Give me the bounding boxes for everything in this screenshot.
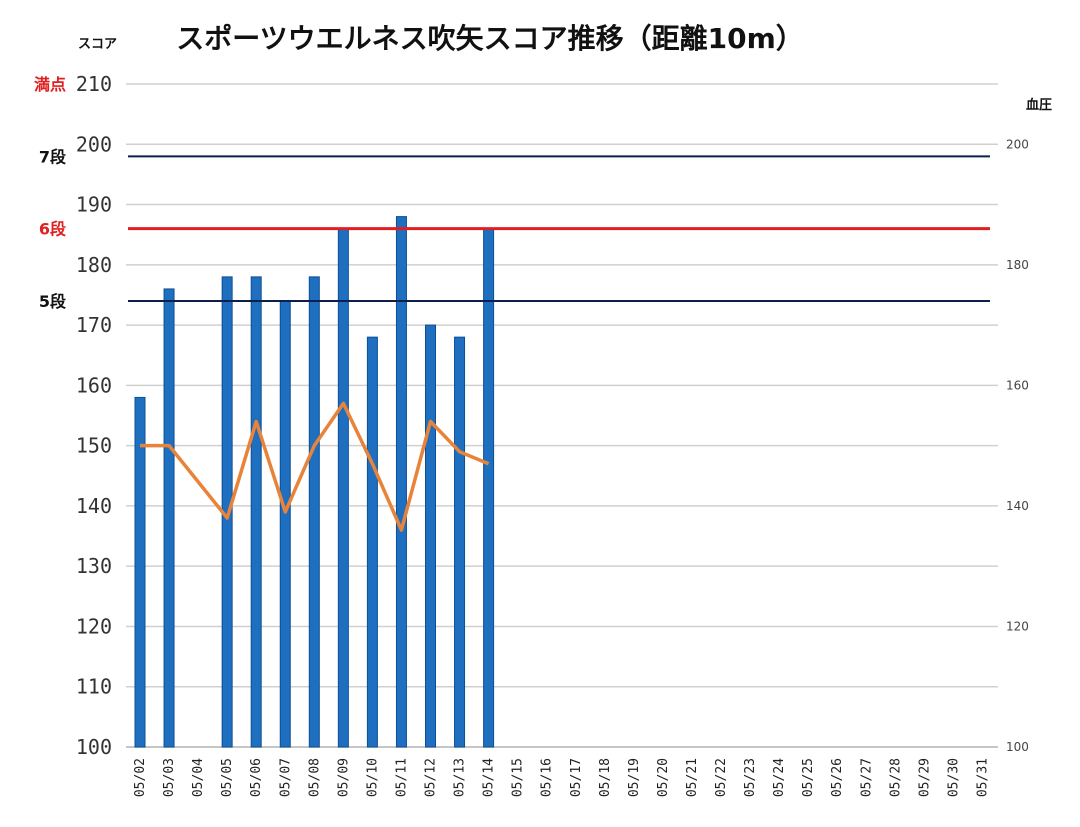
score-bar	[134, 396, 146, 748]
x-tick-label: 05/08	[307, 758, 322, 797]
x-tick-label: 05/20	[656, 758, 671, 797]
y-tick-label: 140	[76, 494, 112, 518]
x-tick-label: 05/14	[482, 758, 497, 797]
y-axis-left-title: スコア	[78, 37, 117, 52]
x-tick-label: 05/18	[598, 758, 613, 797]
y-tick-label: 180	[76, 253, 112, 277]
x-tick-label: 05/29	[917, 758, 932, 797]
y2-tick-label: 120	[1006, 619, 1029, 633]
score-bar	[250, 276, 262, 748]
reference-label: 7段	[39, 147, 67, 166]
blood-pressure-line	[140, 401, 490, 532]
chart-title: スポーツウエルネス吹矢スコア推移（距離10m）	[176, 22, 804, 55]
x-tick-label: 05/28	[888, 758, 903, 797]
score-bar	[425, 324, 436, 748]
x-tick-label: 05/27	[859, 758, 874, 797]
score-bar	[337, 228, 349, 748]
y2-tick-label: 160	[1006, 378, 1029, 392]
x-tick-label: 05/19	[627, 758, 642, 797]
score-bar	[163, 288, 175, 748]
x-tick-label: 05/03	[162, 758, 177, 797]
x-tick-label: 05/09	[336, 758, 351, 797]
x-tick-label: 05/16	[540, 758, 555, 797]
y2-tick-label: 200	[1006, 137, 1029, 151]
y-axis-left-ticks: 100 110 120 130 140 150 160 170 180 190 200 210	[76, 72, 112, 759]
y-tick-label: 120	[76, 614, 112, 638]
y-tick-label: 170	[76, 313, 112, 337]
y-tick-label: 200	[76, 132, 112, 156]
x-tick-label: 05/13	[453, 758, 468, 797]
x-tick-label: 05/22	[714, 758, 729, 797]
x-tick-label: 05/21	[685, 758, 700, 797]
reference-label: 満点	[34, 75, 66, 94]
y-axis-right-title: 血圧	[1026, 97, 1052, 113]
score-bar	[395, 216, 407, 748]
score-bars	[134, 216, 495, 748]
score-bar	[454, 336, 466, 748]
reference-label: 5段	[39, 292, 67, 311]
reference-label: 6段	[39, 220, 67, 239]
x-tick-label: 05/10	[365, 758, 380, 797]
score-bar	[308, 276, 320, 748]
x-tick-label: 05/05	[220, 758, 235, 797]
y-tick-label: 100	[76, 735, 112, 759]
score-bar	[279, 300, 291, 748]
y-axis-right-ticks: 100 120 140 160 180 200	[1006, 137, 1029, 754]
x-tick-label: 05/04	[191, 758, 206, 797]
x-tick-label: 05/17	[569, 758, 584, 797]
x-tick-label: 05/25	[801, 758, 816, 797]
grid-lines	[126, 83, 998, 748]
x-tick-label: 05/26	[830, 758, 845, 797]
x-tick-label: 05/23	[743, 758, 758, 797]
x-tick-label: 05/06	[249, 758, 264, 797]
x-axis-ticks: 05/02 05/03 05/04 05/05 05/06 05/07 05/08 05/09…	[133, 758, 990, 797]
x-tick-label: 05/15	[511, 758, 526, 797]
y-tick-label: 190	[76, 193, 112, 217]
x-tick-label: 05/12	[424, 758, 439, 797]
y-tick-label: 150	[76, 434, 112, 458]
score-bar	[366, 336, 378, 748]
y2-tick-label: 140	[1006, 499, 1029, 513]
x-tick-label: 05/11	[394, 758, 409, 797]
rank-reference-lines: 満点 7段 6段 5段	[34, 75, 990, 311]
y-tick-label: 110	[76, 675, 112, 699]
y2-tick-label: 100	[1006, 740, 1029, 754]
x-tick-label: 05/07	[278, 758, 293, 797]
x-tick-label: 05/02	[133, 758, 148, 797]
x-tick-label: 05/31	[975, 758, 990, 797]
x-tick-label: 05/24	[772, 758, 787, 797]
x-tick-label: 05/30	[946, 758, 961, 797]
y2-tick-label: 180	[1006, 258, 1029, 272]
y-tick-label: 160	[76, 373, 112, 397]
y-tick-label: 130	[76, 554, 112, 578]
score-bar	[483, 228, 495, 748]
blood-pressure-path	[140, 401, 490, 532]
y-tick-label: 210	[76, 72, 112, 96]
